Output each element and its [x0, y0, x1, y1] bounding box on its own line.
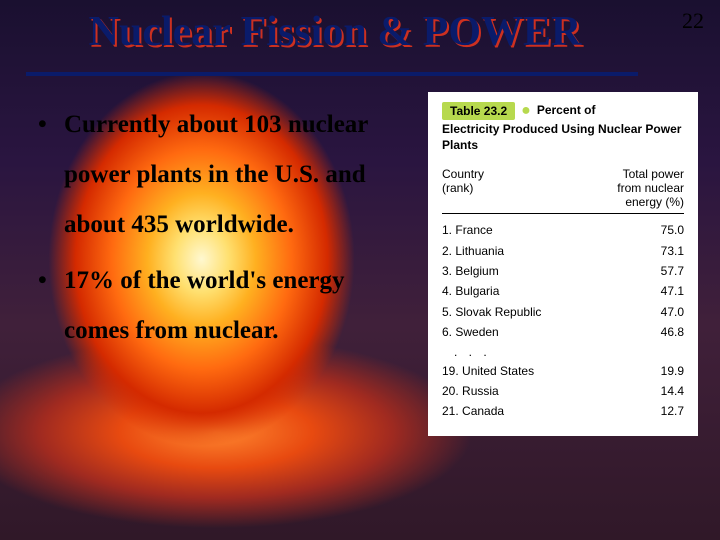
- table-row: 4. Bulgaria 47.1: [442, 281, 684, 301]
- value: 47.1: [569, 281, 684, 301]
- value: 57.7: [569, 261, 684, 281]
- page-number: 22: [682, 8, 704, 34]
- country: United States: [462, 364, 534, 378]
- table-header-value: Total powerfrom nuclearenergy (%): [569, 167, 684, 209]
- value: 47.0: [569, 302, 684, 322]
- value: 19.9: [569, 361, 684, 381]
- rank: 4.: [442, 284, 452, 298]
- table-title-row: Table 23.2 ● Percent of: [442, 102, 684, 120]
- bullet-item: Currently about 103 nuclear power plants…: [38, 100, 398, 250]
- table-label-badge: Table 23.2: [442, 102, 515, 120]
- value: 12.7: [569, 401, 684, 421]
- country: France: [455, 223, 492, 237]
- rank: 3.: [442, 264, 452, 278]
- country: Lithuania: [455, 244, 504, 258]
- rank: 5.: [442, 305, 452, 319]
- table-row: 21. Canada 12.7: [442, 401, 684, 421]
- table-dot-icon: ●: [521, 103, 531, 119]
- value: 75.0: [569, 220, 684, 240]
- table-header-country: Country(rank): [442, 167, 569, 209]
- table-title-start: Percent of: [537, 103, 596, 119]
- table-row: 2. Lithuania 73.1: [442, 241, 684, 261]
- value: 46.8: [569, 322, 684, 342]
- data-table-panel: Table 23.2 ● Percent of Electricity Prod…: [428, 92, 698, 436]
- bullet-item: 17% of the world's energy comes from nuc…: [38, 256, 398, 356]
- value: 14.4: [569, 381, 684, 401]
- rank: 1.: [442, 223, 452, 237]
- rank: 21.: [442, 404, 459, 418]
- table-header-row: Country(rank) Total powerfrom nuclearene…: [442, 167, 684, 214]
- country: Bulgaria: [455, 284, 499, 298]
- value: 73.1: [569, 241, 684, 261]
- title-underline: [26, 72, 638, 76]
- slide-title: Nuclear Fission & POWER: [0, 8, 640, 56]
- table-row: 5. Slovak Republic 47.0: [442, 302, 684, 322]
- country: Russia: [462, 384, 499, 398]
- table-row: 3. Belgium 57.7: [442, 261, 684, 281]
- country: Slovak Republic: [455, 305, 541, 319]
- country: Sweden: [455, 325, 498, 339]
- table-row: 6. Sweden 46.8: [442, 322, 684, 342]
- rank: 6.: [442, 325, 452, 339]
- rank: 20.: [442, 384, 459, 398]
- rank: 19.: [442, 364, 459, 378]
- table-body: 1. France 75.0 2. Lithuania 73.1 3. Belg…: [442, 220, 684, 422]
- country: Belgium: [455, 264, 498, 278]
- country: Canada: [462, 404, 504, 418]
- bullet-list: Currently about 103 nuclear power plants…: [38, 100, 398, 362]
- rank: 2.: [442, 244, 452, 258]
- table-ellipsis: . . .: [442, 343, 684, 361]
- table-row: 19. United States 19.9: [442, 361, 684, 381]
- table-row: 1. France 75.0: [442, 220, 684, 240]
- table-title-rest: Electricity Produced Using Nuclear Power…: [442, 122, 684, 153]
- table-row: 20. Russia 14.4: [442, 381, 684, 401]
